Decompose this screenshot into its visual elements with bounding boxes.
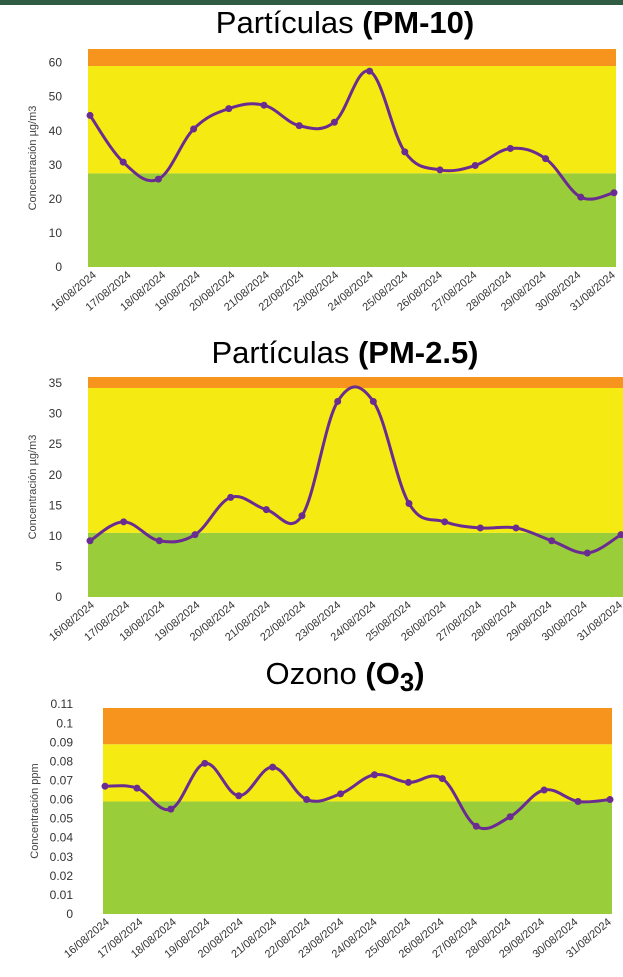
chart-title-pm10: Partículas (PM-10) [215,5,475,40]
y-tick-label: 0.1 [56,716,73,730]
band-moderate [88,388,623,533]
data-point [86,537,94,545]
data-point [366,67,374,75]
data-point [441,518,449,526]
data-point [330,118,338,126]
data-point [260,101,268,109]
data-point [235,792,243,800]
y-tick-label: 40 [49,124,63,138]
y-tick-label: 10 [49,529,63,543]
data-point [542,155,550,163]
y-axis-label: Concentración µg/m3 [27,106,39,211]
data-point [540,786,548,794]
data-point [472,822,480,830]
y-tick-label: 0.03 [50,850,74,864]
series-line [88,69,616,201]
data-point [295,122,303,130]
y-tick-label: 0.07 [50,773,74,787]
band-unhealthy [103,708,612,745]
data-point [610,189,618,197]
data-point [201,759,209,767]
y-tick-label: 0.02 [50,869,74,883]
band-unhealthy [88,49,616,67]
y-tick-label: 50 [49,90,63,104]
data-point [334,397,342,405]
data-point [583,549,591,557]
band-unhealthy [88,377,623,388]
data-point [512,524,520,532]
data-point [119,158,127,166]
band-good [88,532,623,597]
data-point [133,784,141,792]
y-tick-label: 0.09 [50,735,74,749]
y-axis-label: Concentración ppm [29,763,41,858]
data-point [298,512,306,520]
y-axis-label: Concentración µg/m3 [27,435,39,540]
y-tick-label: 25 [49,437,63,451]
data-point [303,796,311,804]
y-tick-label: 10 [49,226,63,240]
header-band [0,0,623,5]
y-tick-label: 20 [49,468,63,482]
data-point [606,796,614,804]
data-point [190,125,198,133]
band-good [103,801,612,914]
y-tick-label: 20 [49,192,63,206]
data-point [369,397,377,405]
data-point [227,493,235,501]
y-tick-label: 0.08 [50,754,74,768]
data-point [269,763,277,771]
y-tick-label: 0.11 [51,697,74,711]
series-line [103,761,612,831]
ozone-chart: 0 0.01 0.02 0.03 0.04 0.05 0.06 0.07 0.08 0.09 0.1… [29,697,614,961]
y-tick-label: 60 [49,56,63,70]
band-moderate [88,66,616,174]
data-point [548,537,556,545]
y-tick-label: 0 [55,260,62,274]
data-point [167,805,175,813]
y-tick-label: 15 [49,498,63,512]
chart-title-ozone: Ozono (O3) [265,656,425,698]
data-point [155,537,163,545]
y-tick-label: 35 [49,376,63,390]
data-point [404,778,412,786]
data-point [476,524,484,532]
data-point [370,771,378,779]
y-tick-label: 0.05 [50,812,74,826]
band-good [88,173,616,267]
y-tick-label: 0.04 [50,831,74,845]
data-point [436,166,444,174]
data-point [577,193,585,201]
data-point [405,500,413,507]
y-tick-label: 30 [49,158,63,172]
data-point [574,797,582,805]
data-point [101,782,109,790]
data-point [438,775,446,783]
y-tick-label: 0.01 [50,888,74,902]
chart-title-pm25: Partículas (PM-2.5) [211,335,479,370]
y-tick-label: 0.06 [50,793,74,807]
y-tick-label: 30 [49,407,63,421]
band-moderate [103,744,612,802]
y-tick-label: 5 [55,559,62,573]
data-point [506,813,514,821]
data-point [120,518,128,526]
data-point [617,531,623,539]
data-point [401,148,409,156]
series-line [88,385,623,555]
y-tick-label: 0 [55,590,62,604]
data-point [154,175,162,183]
y-tick-label: 0 [66,907,73,921]
data-point [86,111,94,119]
data-point [337,790,345,798]
data-point [225,105,233,113]
data-point [471,161,479,169]
data-point [191,531,199,539]
data-point [262,506,270,514]
data-point [506,144,514,152]
